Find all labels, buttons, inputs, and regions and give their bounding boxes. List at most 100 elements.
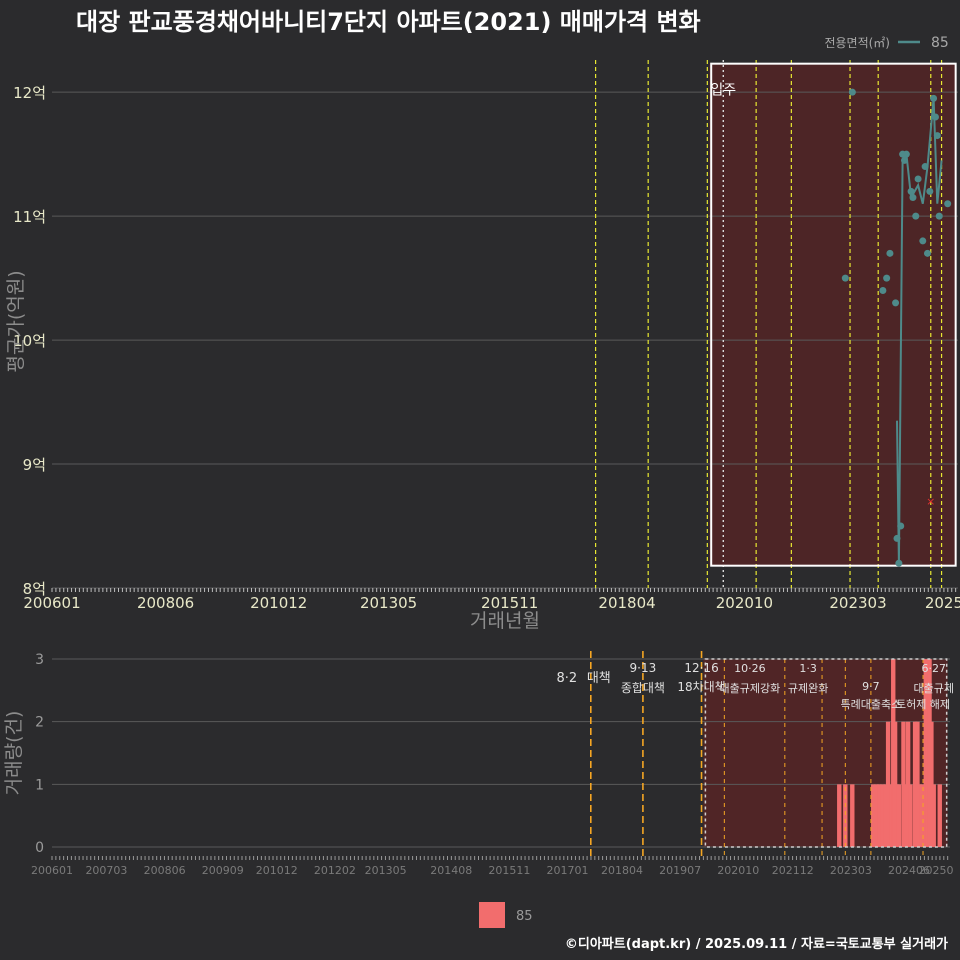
volume-bar xyxy=(912,721,918,847)
volume-bar xyxy=(917,784,922,847)
x-tick-label: 201012 xyxy=(250,594,307,612)
volume-bar xyxy=(908,784,913,847)
highlight-box xyxy=(704,658,948,848)
volume-bar xyxy=(931,784,936,847)
volume-bar xyxy=(843,784,848,847)
x-tick-label: 200601 xyxy=(23,594,80,612)
volume-bar xyxy=(874,784,879,847)
highlight-shade xyxy=(709,63,956,566)
volume-bar xyxy=(896,784,902,847)
move-in-label: 입주 xyxy=(710,83,736,99)
price-point xyxy=(900,156,908,164)
y-tick-label: 8억 xyxy=(23,580,46,598)
volume-bar xyxy=(915,721,920,847)
x-tick-label: 200909 xyxy=(202,864,244,877)
footer-credit: ©디아파트(dapt.kr) / 2025.09.11 / 자료=국토교통부 실… xyxy=(565,936,948,952)
highlight-box xyxy=(710,62,957,567)
legend-label-85: 85 xyxy=(931,35,949,51)
min-price-marker: × xyxy=(926,495,935,508)
x-tick-label: 201012 xyxy=(256,864,298,877)
policy-date: 9·7 xyxy=(862,680,880,693)
x-tick-label: 2025 xyxy=(925,594,960,612)
price-point xyxy=(919,237,927,245)
policy-date: 10·26 xyxy=(734,662,766,675)
price-point xyxy=(933,132,941,140)
x-tick-label: 201804 xyxy=(601,864,643,877)
volume-bar xyxy=(880,784,885,847)
price-point xyxy=(895,559,903,567)
x-tick-label: 201701 xyxy=(547,864,589,877)
policy-name: 대출규제 xyxy=(913,682,953,695)
x-tick-label: 201202 xyxy=(314,864,356,877)
x-tick-label: 200601 xyxy=(31,864,73,877)
volume-bar xyxy=(919,784,925,847)
volume-bar xyxy=(850,784,855,847)
policy-name: 18차대책 xyxy=(677,679,725,694)
price-point xyxy=(892,299,900,307)
chart-title: 대장 판교풍경채어바니티7단지 아파트(2021) 매매가격 변화 xyxy=(76,8,701,36)
y-tick-label: 10억 xyxy=(13,332,46,350)
volume-bar xyxy=(905,721,911,847)
x-tick-label: 201511 xyxy=(481,594,538,612)
volume-bar xyxy=(877,784,882,847)
legend-title: 전용면적(㎡) xyxy=(824,36,890,50)
price-point xyxy=(923,249,931,257)
policy-name: 토허제 해제 xyxy=(896,697,950,711)
price-point xyxy=(926,187,934,195)
price-point xyxy=(893,534,901,542)
x-tick-label: 201305 xyxy=(365,864,407,877)
volume-bar xyxy=(903,784,908,847)
price-point xyxy=(848,88,856,96)
price-point xyxy=(914,175,922,183)
price-point xyxy=(931,113,939,121)
policy-name: 대책 xyxy=(587,671,611,686)
y-axis-title: 평균가(억원) xyxy=(5,270,27,372)
x-axis-title: 거래년월 xyxy=(470,610,540,632)
x-tick-label: 201511 xyxy=(488,864,530,877)
policy-name: 규제완화 xyxy=(788,682,828,695)
price-point xyxy=(879,287,887,295)
y-tick-label: 1 xyxy=(35,777,44,793)
legend-label-85: 85 xyxy=(516,909,533,924)
price-point xyxy=(897,522,905,530)
price-point xyxy=(909,194,917,202)
price-point xyxy=(935,212,943,220)
price-point xyxy=(930,94,938,102)
x-tick-label: 202010 xyxy=(717,864,759,877)
price-point xyxy=(902,150,910,158)
volume-bar xyxy=(883,784,888,847)
policy-name: 특례대출축소 xyxy=(841,698,902,711)
x-tick-label: 202112 xyxy=(772,864,814,877)
price-point xyxy=(907,187,915,195)
x-tick-label: 202303 xyxy=(829,594,886,612)
price-point xyxy=(912,212,920,220)
x-tick-label: 202010 xyxy=(716,594,773,612)
volume-bar xyxy=(837,784,842,847)
y-tick-label: 2 xyxy=(35,715,44,731)
x-tick-label: 201408 xyxy=(430,864,472,877)
x-tick-label: 202406 xyxy=(888,864,930,877)
policy-date: 1·3 xyxy=(799,662,817,675)
volume-bar xyxy=(937,784,942,847)
y-tick-label: 3 xyxy=(35,652,44,668)
y-tick-label: 0 xyxy=(35,840,44,856)
x-tick-label: 202303 xyxy=(830,864,872,877)
volume-bar xyxy=(871,784,876,847)
x-tick-label: 201907 xyxy=(659,864,701,877)
y-tick-label: 9억 xyxy=(23,456,46,474)
y-axis-title: 거래량(건) xyxy=(3,711,25,796)
price-point xyxy=(886,249,894,257)
volume-chart: 0 1 2 3 200601 200703 200806 200909 201012 201202… xyxy=(3,651,954,928)
x-tick-label: 200806 xyxy=(144,864,186,877)
x-tick-label: 200806 xyxy=(137,594,194,612)
x-tick-label: 201804 xyxy=(598,594,655,612)
policy-date: 6·27 xyxy=(921,662,946,675)
x-tick-label: 20250 xyxy=(919,864,954,877)
x-tick-label: 200703 xyxy=(85,864,127,877)
y-tick-label: 11억 xyxy=(13,208,46,226)
price-point xyxy=(841,274,849,282)
policy-date: 9·13 xyxy=(630,661,657,675)
policy-name: 종합대책 xyxy=(621,680,665,695)
price-point xyxy=(921,163,929,171)
